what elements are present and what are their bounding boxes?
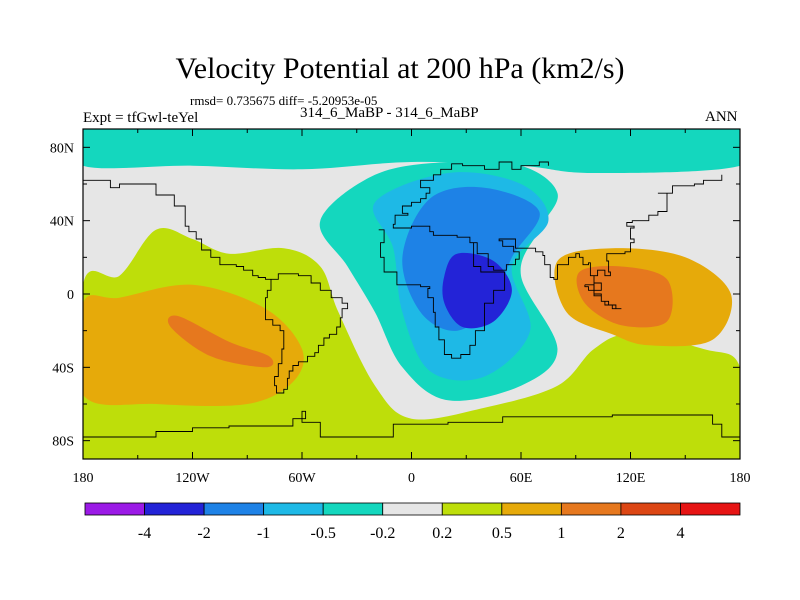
rmsd-diff-stats: rmsd= 0.735675 diff= -5.20953e-05 [190, 93, 378, 108]
x-tick-label: 60W [288, 471, 316, 486]
y-tick-label: 80N [50, 141, 74, 156]
experiment-label: Expt = tfGwl-teYel [83, 110, 199, 126]
y-tick-label: 80S [52, 435, 74, 450]
africa-europe-coastline [378, 161, 549, 359]
central-america-coastline [83, 173, 271, 280]
contour-field [83, 129, 740, 459]
colorbar-label: 2 [617, 525, 625, 542]
x-tick-label: 120E [616, 471, 646, 486]
season-label: ANN [705, 109, 738, 125]
contour-region-pacific-positive-inner [167, 315, 274, 368]
x-tick-label: 120W [175, 471, 210, 486]
chart-title: Velocity Potential at 200 hPa (km2/s) [175, 52, 625, 85]
y-tick-label: 0 [67, 288, 74, 303]
colorbar-label: 4 [676, 525, 684, 542]
colorbar-label: -4 [138, 525, 151, 542]
colorbar-box [144, 502, 205, 516]
colorbar-box [620, 502, 681, 516]
colorbar-box [560, 502, 622, 516]
colorbar-box [263, 502, 324, 516]
coastlines [83, 161, 740, 438]
colorbar-box [382, 502, 443, 516]
x-tick-label: 180 [73, 471, 94, 486]
colorbar-label: 0.2 [432, 525, 452, 542]
south-america-coastline [265, 273, 349, 394]
y-tick-label: 40S [52, 361, 74, 376]
colorbar-box [203, 502, 265, 516]
se-asia-islands-coastline [584, 284, 622, 310]
colorbar-label: -0.2 [370, 525, 395, 542]
colorbar-box [680, 502, 741, 516]
x-tick-label: 0 [408, 471, 415, 486]
colorbar-label: 1 [557, 525, 565, 542]
colorbar-box [501, 502, 562, 516]
colorbar-label: -2 [197, 525, 210, 542]
contour-region-arctic-positive-band [83, 129, 740, 173]
x-tick-label: 180 [730, 471, 751, 486]
contour-region-indian-ocean-positive-inner [576, 265, 673, 328]
colorbar-label: -1 [257, 525, 270, 542]
colorbar-box [441, 502, 503, 516]
colorbar-label: 0.5 [492, 525, 512, 542]
colorbar-box [322, 502, 384, 516]
y-tick-label: 40N [50, 215, 74, 230]
colorbar-label: -0.5 [311, 525, 336, 542]
colorbar-box [84, 502, 145, 516]
case-label: 314_6_MaBP - 314_6_MaBP [300, 105, 479, 121]
antarctica-coastline [83, 410, 740, 438]
arabia-india-coastline [473, 174, 723, 291]
x-tick-label: 60E [510, 471, 533, 486]
